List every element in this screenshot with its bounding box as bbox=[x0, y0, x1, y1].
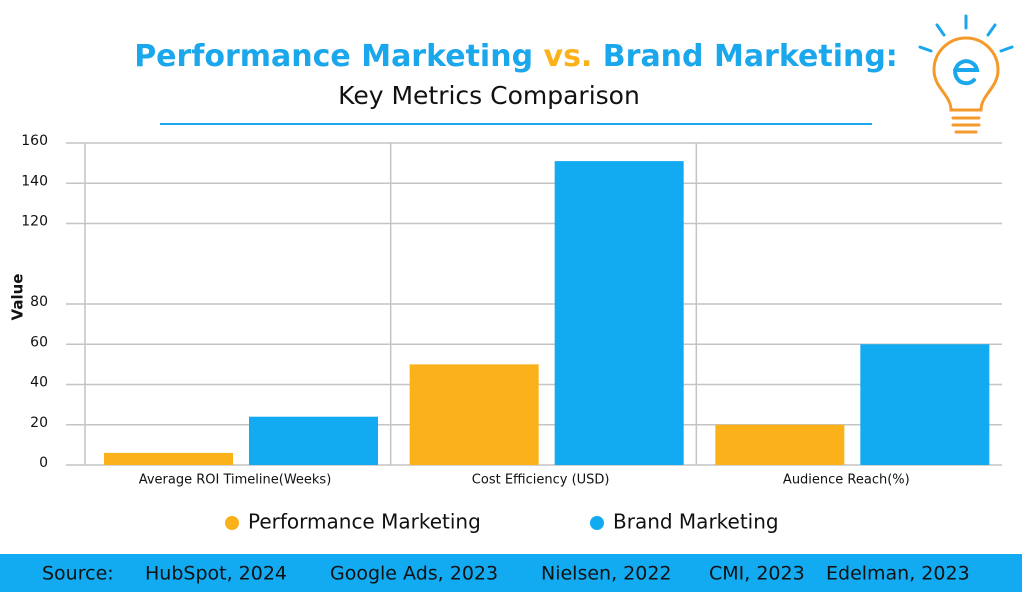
y-tick-label: 20 bbox=[30, 415, 48, 431]
x-tick-label: Cost Efficiency (USD) bbox=[472, 473, 610, 488]
legend-label: Brand Marketing bbox=[613, 510, 779, 534]
source-label: Source: bbox=[42, 563, 114, 585]
x-tick-label: Audience Reach(%) bbox=[783, 473, 910, 488]
title-part: Brand Marketing: bbox=[603, 39, 898, 74]
bar bbox=[104, 452, 233, 465]
y-tick-label: 40 bbox=[30, 375, 48, 391]
bar bbox=[409, 364, 539, 465]
y-tick-label: 0 bbox=[39, 455, 48, 471]
legend-label: Performance Marketing bbox=[248, 510, 481, 534]
y-tick-label: 60 bbox=[30, 334, 48, 350]
legend-marker bbox=[225, 516, 239, 530]
logo bbox=[918, 14, 1014, 134]
y-tick-label: 160 bbox=[21, 133, 48, 149]
y-axis-label: Value bbox=[9, 274, 27, 321]
title-part: Performance Marketing bbox=[134, 39, 533, 74]
bar bbox=[715, 424, 845, 465]
legend-marker bbox=[590, 516, 604, 530]
source-item: CMI, 2023 bbox=[709, 563, 805, 585]
y-tick-label: 140 bbox=[21, 173, 48, 189]
source-item: Google Ads, 2023 bbox=[330, 563, 498, 585]
source-item: HubSpot, 2024 bbox=[145, 563, 287, 585]
y-tick-label: 120 bbox=[21, 214, 48, 230]
bar bbox=[554, 161, 684, 466]
bar bbox=[860, 344, 990, 465]
bar bbox=[249, 416, 378, 465]
source-bar bbox=[0, 554, 1022, 592]
chart-title: Performance Marketing vs. Brand Marketin… bbox=[134, 39, 898, 74]
y-tick-label: 80 bbox=[30, 294, 48, 310]
source-item: Edelman, 2023 bbox=[826, 563, 970, 585]
x-tick-label: Average ROI Timeline(Weeks) bbox=[139, 473, 332, 488]
chart-subtitle: Key Metrics Comparison bbox=[338, 81, 640, 110]
title-part: vs. bbox=[544, 39, 593, 74]
source-item: Nielsen, 2022 bbox=[541, 563, 672, 585]
